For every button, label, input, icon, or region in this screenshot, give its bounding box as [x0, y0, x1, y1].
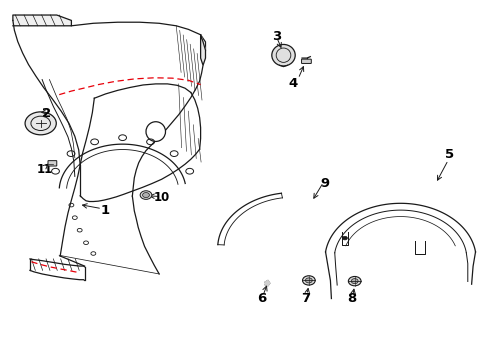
Text: 4: 4 — [288, 77, 297, 90]
Circle shape — [342, 236, 346, 240]
Circle shape — [305, 278, 312, 283]
Circle shape — [25, 112, 56, 135]
Text: 7: 7 — [300, 292, 309, 305]
Ellipse shape — [271, 44, 295, 66]
Circle shape — [142, 193, 149, 198]
Circle shape — [350, 279, 357, 284]
Text: 8: 8 — [346, 292, 356, 305]
Text: 2: 2 — [42, 107, 51, 120]
Polygon shape — [200, 35, 205, 65]
FancyBboxPatch shape — [48, 161, 57, 166]
Circle shape — [302, 276, 315, 285]
Polygon shape — [264, 280, 269, 286]
Circle shape — [347, 276, 360, 286]
Text: 5: 5 — [444, 148, 453, 161]
Text: 6: 6 — [256, 292, 265, 305]
Text: 10: 10 — [153, 192, 169, 204]
Circle shape — [140, 191, 152, 199]
Text: 1: 1 — [101, 204, 110, 217]
Ellipse shape — [146, 122, 165, 141]
Text: 9: 9 — [320, 177, 329, 190]
Text: 11: 11 — [37, 163, 53, 176]
FancyBboxPatch shape — [301, 59, 311, 63]
Polygon shape — [13, 15, 71, 26]
Text: 3: 3 — [271, 30, 280, 43]
